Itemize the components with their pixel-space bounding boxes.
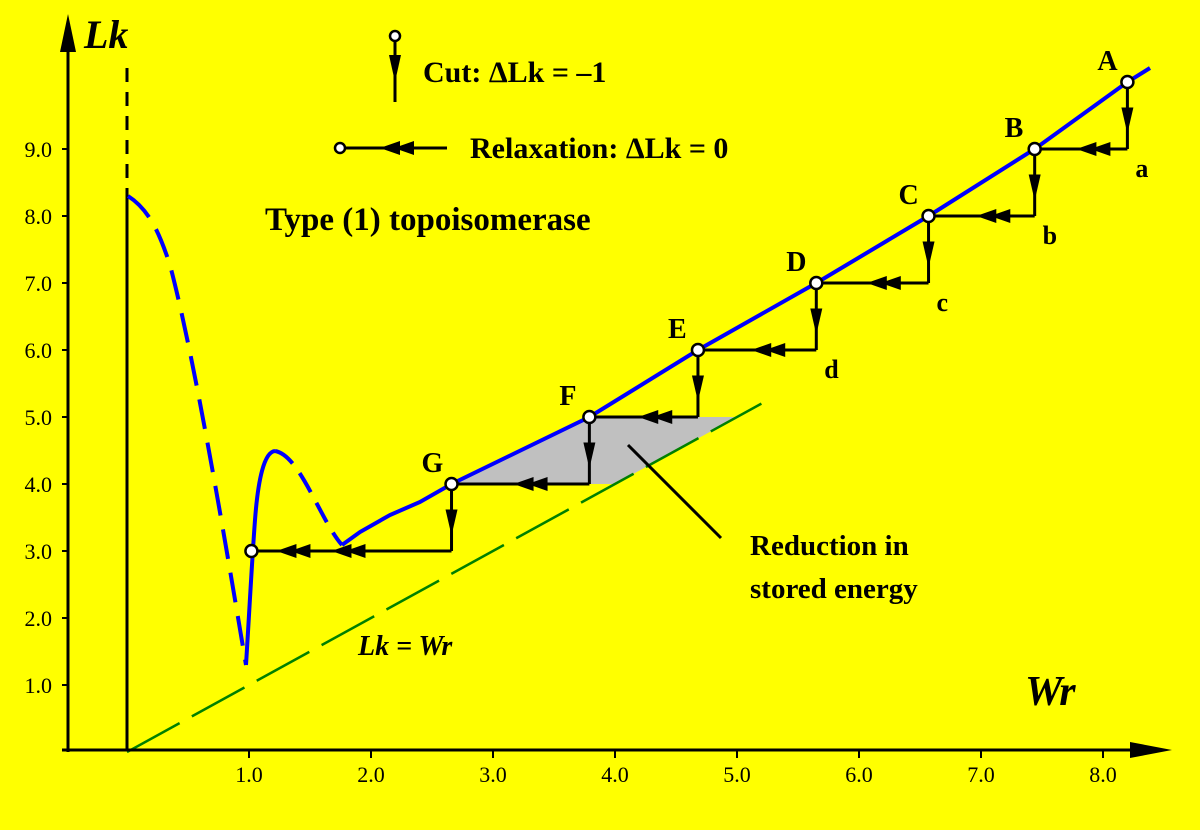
x-axis-label: Wr: [1025, 669, 1076, 715]
chart-title: Type (1) topoisomerase: [265, 202, 591, 238]
cut-arrow-icon: [810, 308, 823, 335]
relaxation-arrow-icon: [638, 410, 673, 424]
relaxation-arrow-icon: [331, 544, 366, 558]
relaxation-arrow-icon: [751, 343, 786, 357]
legend: Cut: ΔLk = –1 Relaxation: ΔLk = 0: [333, 29, 728, 165]
point-label-F: F: [559, 381, 576, 412]
cut-arrow-icon: [583, 442, 596, 469]
y-tick-label: 6.0: [25, 338, 53, 363]
state-point-E: [690, 342, 706, 358]
state-point-B: [1027, 141, 1042, 157]
cut-label-a: a: [1135, 154, 1148, 183]
x-tick-label: 2.0: [357, 762, 385, 787]
relaxation-arrow-icon: [276, 544, 311, 558]
curve-solid-dip: [244, 449, 276, 666]
y-tick-label: 4.0: [25, 472, 53, 497]
x-tick-label: 3.0: [479, 762, 507, 787]
cut-arrow-icon: [922, 241, 935, 268]
cut-label-c: c: [937, 288, 949, 317]
relaxation-arrow-icon: [976, 209, 1011, 223]
region-pointer-line: [626, 443, 723, 540]
legend-cut-dot-icon: [388, 29, 402, 43]
cut-arrow-icon: [1028, 174, 1041, 201]
curve-solid-main: [340, 66, 1152, 547]
region-label-line1: Reduction in: [750, 530, 909, 562]
cut-arrow-icon: [1121, 107, 1134, 134]
y-axis-label: Lk: [83, 12, 128, 57]
legend-relaxation-label: Relaxation: ΔLk = 0: [470, 132, 728, 165]
point-label-B: B: [1005, 113, 1024, 144]
x-tick-label: 7.0: [967, 762, 995, 787]
x-tick-label: 6.0: [845, 762, 873, 787]
relaxation-arrow-icon: [866, 276, 901, 290]
legend-relax-dot-icon: [333, 141, 347, 155]
legend-cut-label: Cut: ΔLk = –1: [423, 56, 606, 89]
region-label-line2: stored energy: [750, 573, 918, 605]
y-tick-label: 2.0: [25, 606, 53, 631]
y-tick-label: 7.0: [25, 271, 53, 296]
cut-arrow-icon: [445, 509, 458, 536]
state-point-C: [921, 208, 936, 224]
y-tick-label: 5.0: [25, 405, 53, 430]
state-point-A: [1120, 74, 1135, 90]
cut-label-b: b: [1043, 221, 1057, 250]
y-tick-label: 1.0: [25, 673, 53, 698]
point-label-G: G: [422, 448, 444, 479]
cut-arrow-icon: [691, 375, 704, 402]
state-point-D: [809, 275, 824, 291]
y-tick-label: 8.0: [25, 204, 53, 229]
lk-equals-wr-line: [126, 402, 763, 754]
curve-dashed-hump: [274, 449, 344, 547]
y-axis-arrow-icon: [60, 14, 76, 52]
point-label-E: E: [668, 314, 687, 345]
curve-dashed-left: [126, 194, 248, 666]
stored-energy-region: [451, 417, 737, 484]
x-axis-arrow-icon: [1130, 742, 1172, 758]
x-tick-label: 4.0: [601, 762, 629, 787]
state-point-F: [582, 409, 597, 425]
x-tick-label: 1.0: [235, 762, 263, 787]
relaxation-arrow-icon: [1076, 142, 1111, 156]
relaxation-arrow-icon: [513, 477, 548, 491]
y-tick-label: 3.0: [25, 539, 53, 564]
point-label-A: A: [1097, 46, 1118, 77]
y-tick-label: 9.0: [25, 137, 53, 162]
state-point-G: [444, 476, 459, 492]
cut-label-d: d: [824, 355, 839, 384]
point-label-D: D: [786, 247, 806, 278]
state-point: [244, 543, 259, 559]
point-label-C: C: [899, 180, 919, 211]
x-tick-label: 8.0: [1089, 762, 1117, 787]
x-tick-label: 5.0: [723, 762, 751, 787]
reference-line-label: Lk = Wr: [357, 631, 453, 662]
